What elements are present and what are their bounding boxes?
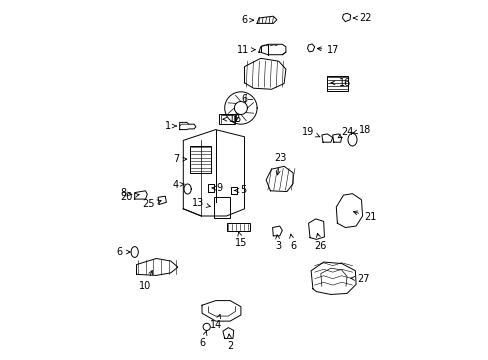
Text: 2: 2 [226, 334, 233, 351]
Bar [227, 223, 249, 231]
Text: 6: 6 [241, 94, 247, 104]
Text: 19: 19 [302, 127, 320, 137]
Text: 26: 26 [314, 233, 326, 251]
Text: 20: 20 [120, 192, 139, 202]
Text: 3: 3 [275, 235, 281, 251]
Text: 18: 18 [352, 125, 370, 135]
Bar [213, 197, 230, 218]
Text: 5: 5 [234, 185, 245, 195]
Text: 14: 14 [209, 314, 222, 330]
Text: 6: 6 [241, 15, 253, 25]
Text: 6: 6 [234, 114, 240, 124]
Text: 6: 6 [117, 247, 130, 257]
Text: 17: 17 [317, 45, 339, 55]
Text: 24: 24 [338, 127, 353, 138]
Text: 6: 6 [199, 331, 206, 348]
Bar [190, 146, 211, 173]
Text: 10: 10 [139, 270, 152, 291]
Text: 23: 23 [274, 153, 286, 175]
Text: 1: 1 [164, 121, 176, 131]
Text: 7: 7 [173, 154, 186, 164]
Text: 27: 27 [350, 274, 368, 284]
Text: 12: 12 [223, 114, 241, 124]
Text: 4: 4 [172, 180, 184, 190]
Text: 9: 9 [211, 183, 222, 193]
Text: 16: 16 [330, 78, 350, 88]
Text: 11: 11 [236, 45, 255, 55]
Text: 6: 6 [289, 234, 296, 251]
Text: 22: 22 [353, 13, 371, 23]
Text: 21: 21 [353, 211, 376, 222]
Text: 15: 15 [235, 232, 247, 248]
Text: 25: 25 [142, 199, 161, 209]
Bar [219, 114, 235, 124]
Bar [326, 76, 347, 91]
Text: 13: 13 [191, 198, 210, 208]
Text: 8: 8 [120, 188, 132, 198]
